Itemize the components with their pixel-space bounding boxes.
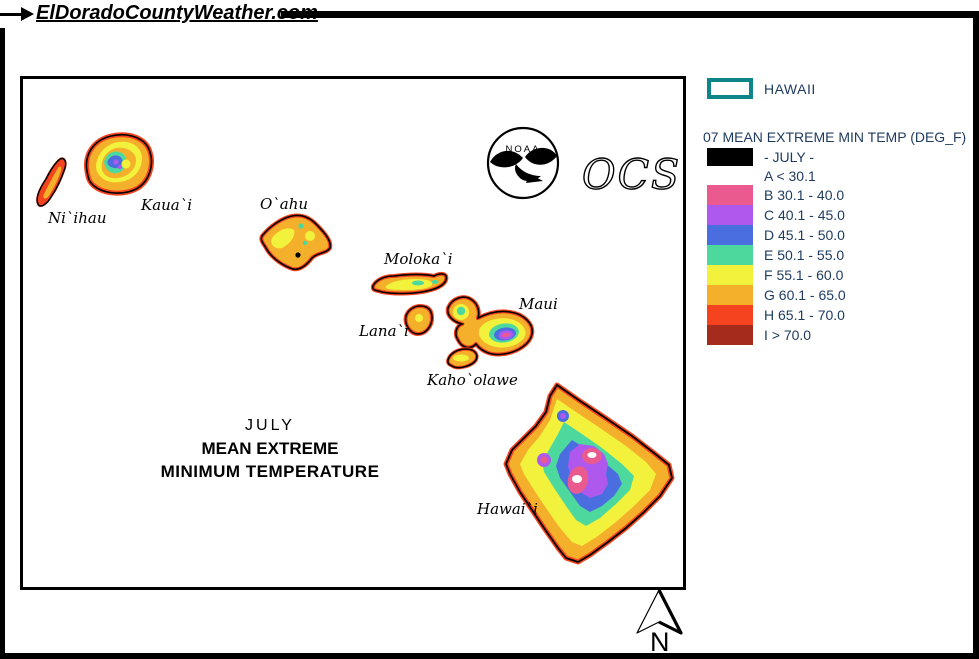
island-label-molokai: Moloka`i: [384, 250, 453, 268]
island-label-kauai: Kaua`i: [141, 196, 193, 214]
frame-left: [0, 28, 5, 659]
map-title-line2: MEAN EXTREME: [201, 439, 339, 458]
lanai-island: [403, 304, 434, 336]
legend-row: E 50.1 - 55.0: [707, 245, 846, 265]
legend-label-g: G 60.1 - 65.0: [764, 287, 846, 303]
map-title: JULY MEAN EXTREME MINIMUM TEMPERATURE: [140, 414, 400, 483]
legend-row: H 65.1 - 70.0: [707, 305, 846, 325]
hawaii-island: [503, 382, 675, 565]
hawaii-extent-label: HAWAII: [764, 80, 816, 97]
noaa-logo-text: NOAA: [506, 144, 541, 155]
frame-top: [281, 11, 973, 18]
map-title-line3: MINIMUM TEMPERATURE: [160, 462, 380, 481]
legend-swatch-a: [707, 166, 753, 185]
legend-swatch-c: [707, 205, 753, 225]
legend-row: D 45.1 - 50.0: [707, 225, 846, 245]
legend-label-i: I > 70.0: [764, 327, 812, 343]
legend-swatch-b: [707, 185, 753, 205]
legend-row-july: - JULY -: [707, 147, 846, 166]
legend-label-a: A < 30.1: [764, 167, 816, 184]
island-label-kahoolawe: Kaho`olawe: [427, 371, 518, 389]
header-arrow-icon: [21, 7, 34, 21]
header-arrow-line: [0, 13, 22, 16]
legend-label-b: B 30.1 - 40.0: [764, 187, 845, 203]
legend-row: A < 30.1: [707, 166, 846, 185]
oahu-island: [259, 213, 333, 272]
maui-island: [445, 295, 535, 357]
island-label-niihau: Ni`ihau: [48, 209, 107, 227]
legend-swatch-g: [707, 285, 753, 305]
legend-swatch-h: [707, 305, 753, 325]
legend-swatch-d: [707, 225, 753, 245]
legend-title: 07 MEAN EXTREME MIN TEMP (DEG_F): [703, 129, 967, 145]
map-title-month: JULY: [245, 417, 295, 434]
legend-row: I > 70.0: [707, 325, 846, 345]
molokai-island: [370, 271, 449, 296]
niihau-island: [36, 157, 67, 207]
legend-label-f: F 55.1 - 60.0: [764, 267, 844, 283]
legend-subtitle: - JULY -: [764, 148, 815, 165]
legend-row: B 30.1 - 40.0: [707, 185, 846, 205]
legend-row: F 55.1 - 60.0: [707, 265, 846, 285]
legend-swatch-f: [707, 265, 753, 285]
island-label-lanai: Lana`i: [359, 322, 409, 340]
legend-rows: - JULY - A < 30.1 B 30.1 - 40.0 C 40.1 -…: [707, 147, 846, 345]
hawaii-extent-swatch: [707, 78, 753, 99]
north-label: N: [650, 627, 670, 656]
legend-swatch-e: [707, 245, 753, 265]
legend-label-c: C 40.1 - 45.0: [764, 207, 845, 223]
legend-label-e: E 50.1 - 55.0: [764, 247, 845, 263]
legend-swatch-i: [707, 325, 753, 345]
north-arrow: N: [636, 589, 683, 656]
frame-right: [973, 11, 979, 659]
ocs-logo-text: OCS: [582, 151, 681, 199]
legend-extent-row: HAWAII: [707, 78, 816, 99]
island-label-hawaii: Hawai`i: [477, 500, 538, 518]
noaa-logo: NOAA: [486, 126, 560, 200]
island-label-maui: Maui: [519, 295, 558, 313]
island-label-oahu: O`ahu: [260, 195, 309, 213]
legend-row: C 40.1 - 45.0: [707, 205, 846, 225]
hawaii-map: NOAA OCS: [36, 126, 681, 565]
kahoolawe-island: [446, 347, 479, 370]
site-title: ElDoradoCountyWeather.com: [36, 2, 318, 24]
legend-row: G 60.1 - 65.0: [707, 285, 846, 305]
july-swatch: [707, 147, 753, 166]
frame-bottom: [0, 653, 979, 659]
legend-label-h: H 65.1 - 70.0: [764, 307, 845, 323]
kauai-island: [83, 132, 154, 196]
legend-label-d: D 45.1 - 50.0: [764, 227, 845, 243]
